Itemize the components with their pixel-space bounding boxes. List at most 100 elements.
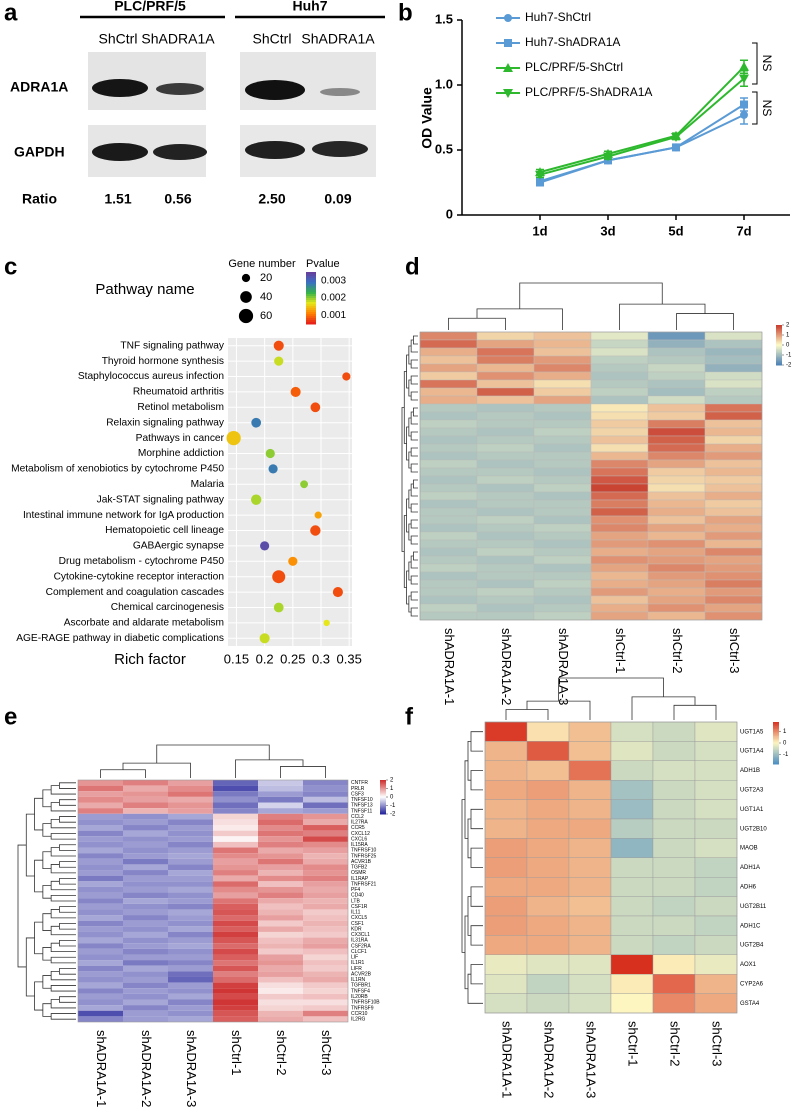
heatmap-cell [476,515,535,525]
heatmap-cell [213,802,258,809]
row-label: ADH1C [740,923,761,929]
heatmap-cell [258,954,303,961]
heatmap-border [484,721,738,1014]
heatmap-cell [652,935,696,956]
colorbar-cell [306,284,316,287]
colorbar-cell [776,358,782,361]
heatmap-cell [78,892,123,899]
row-label: UGT1A5 [740,729,764,735]
heatmap-cell [303,841,348,848]
point [535,170,545,180]
dendrogram [42,913,52,931]
heatmap-cell [123,898,168,904]
heatmap-cell [168,791,213,797]
row-label: TGFB2 [351,865,367,871]
annotation: NS [760,100,774,117]
colorbar-label: 0 [783,741,787,747]
heatmap-cell [303,853,348,859]
colorbar-cell [380,807,386,809]
dendrogram [410,463,418,473]
heatmap-cell [258,948,303,955]
heatmap-cell [694,741,738,762]
heatmap-cell [78,931,123,938]
heatmap-cell [476,363,535,373]
colorbar-cell [776,343,782,346]
column-label: shADRA1A-2 [499,628,514,705]
heatmap-cell [647,355,706,365]
heatmap-cell [78,965,123,972]
heatmap-cell [168,993,213,1000]
heatmap-cell [704,435,763,445]
heatmap-cell [258,976,303,983]
dendrogram [50,802,76,812]
heatmap-cell [533,491,592,501]
heatmap-cell [213,909,258,916]
heatmap-cell [533,355,592,365]
heatmap-cell [123,1005,168,1011]
heatmap-cell [168,881,213,887]
heatmap-cell [78,791,123,797]
heatmap-cell [652,721,696,742]
heatmap-cell [647,363,706,373]
heatmap-cell [647,523,706,533]
row-label: IL1RAP [351,876,369,882]
heatmap-cell [303,898,348,904]
heatmap-cell [694,721,738,742]
column-label: shADRA1A-1 [94,1030,109,1107]
heatmap-cell [419,403,478,413]
heatmap-cell [303,870,348,876]
dendrogram [519,282,663,309]
heatmap-cell [419,539,478,549]
dendrogram [505,709,549,720]
heatmap-cell [704,347,763,357]
heatmap-cell [213,830,258,837]
colorbar-cell [306,286,316,289]
legend-label: Huh7-ShCtrl [525,10,591,24]
blot-band [320,88,360,96]
heatmap-cell [533,475,592,485]
row-label: CSF1R [351,904,368,910]
y-tick-label: 0.5 [435,141,453,156]
heatmap-cell [303,892,348,899]
row-label: IL20RB [351,994,368,1000]
heatmap-cell [213,943,258,949]
bubble [273,340,284,351]
dendrogram [467,818,471,859]
heatmap-cell [258,825,303,831]
row-label: UGT2A3 [740,787,764,793]
dendrogram [413,479,418,489]
x-tick-label: 5d [668,223,683,238]
heatmap-cell [303,971,348,977]
dendrogram [42,947,52,961]
heatmap-cell [484,721,528,742]
heatmap-cell [568,993,612,1014]
row-label: ACVR2B [351,971,372,977]
heatmap-cell [476,355,535,365]
dendrogram [476,308,563,330]
heatmap-cell [419,571,478,581]
heatmap-cell [258,802,303,809]
legend-marker [503,63,513,72]
heatmap-cell [123,875,168,882]
heatmap-cell [526,954,570,975]
heatmap-cell [303,825,348,831]
bubble [265,448,275,459]
row-label: CXCL5 [351,915,367,921]
colorbar-cell [380,799,386,801]
heatmap-cell [526,974,570,994]
heatmap-cell [123,847,168,854]
dendrogram [50,785,76,795]
blot-band [92,143,148,161]
x-axis-label: Rich factor [114,651,186,668]
dendrogram [50,894,76,902]
heatmap-cell [303,847,348,854]
heatmap-cell [213,960,258,966]
dendrogram [59,996,76,1003]
heatmap-cell [78,943,123,949]
heatmap-cell [526,741,570,762]
heatmap-cell [168,982,213,989]
heatmap-cell [647,467,706,477]
colorbar-cell [380,800,386,803]
row-label: OSMR [351,870,366,876]
colorbar-cell [776,361,782,363]
